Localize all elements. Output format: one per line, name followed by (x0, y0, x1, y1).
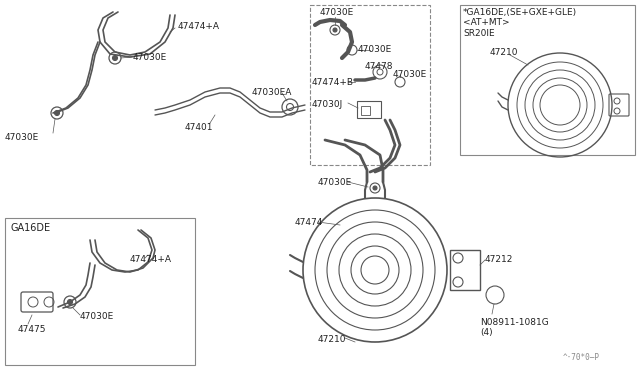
Bar (460, 5, 635, 155)
Text: 47212: 47212 (485, 255, 513, 264)
Bar (310, 5, 430, 165)
Text: 47030E: 47030E (133, 53, 167, 62)
Circle shape (373, 186, 377, 190)
Text: GA16DE: GA16DE (10, 223, 50, 233)
Bar (450, 250, 480, 290)
Text: 47474+A: 47474+A (178, 22, 220, 31)
Text: 47474+B: 47474+B (312, 78, 354, 87)
Text: *GA16DE,(SE+GXE+GLE)
<AT+MT>
SR20IE: *GA16DE,(SE+GXE+GLE) <AT+MT> SR20IE (463, 8, 577, 38)
Text: 47030J: 47030J (312, 100, 343, 109)
Text: 47030E: 47030E (5, 133, 39, 142)
Text: 47478: 47478 (365, 62, 394, 71)
Bar (5, 218, 195, 365)
Text: 47030E: 47030E (318, 178, 352, 187)
Text: 47030E: 47030E (393, 70, 428, 79)
Text: 47210: 47210 (318, 335, 346, 344)
Text: ^·70*0―P: ^·70*0―P (563, 353, 600, 362)
Circle shape (333, 28, 337, 32)
Text: 47475: 47475 (18, 325, 47, 334)
Circle shape (113, 55, 118, 61)
Text: 47030E: 47030E (80, 312, 115, 321)
Text: 47030E: 47030E (320, 8, 355, 17)
Text: 47030EA: 47030EA (252, 88, 292, 97)
Text: 47474+A: 47474+A (130, 255, 172, 264)
Circle shape (54, 110, 60, 115)
Text: N08911-1081G
(4): N08911-1081G (4) (480, 318, 548, 337)
Text: 47401: 47401 (185, 123, 214, 132)
Text: 47474: 47474 (295, 218, 323, 227)
Text: 47030E: 47030E (358, 45, 392, 54)
Circle shape (67, 299, 72, 305)
Text: 47210: 47210 (490, 48, 518, 57)
